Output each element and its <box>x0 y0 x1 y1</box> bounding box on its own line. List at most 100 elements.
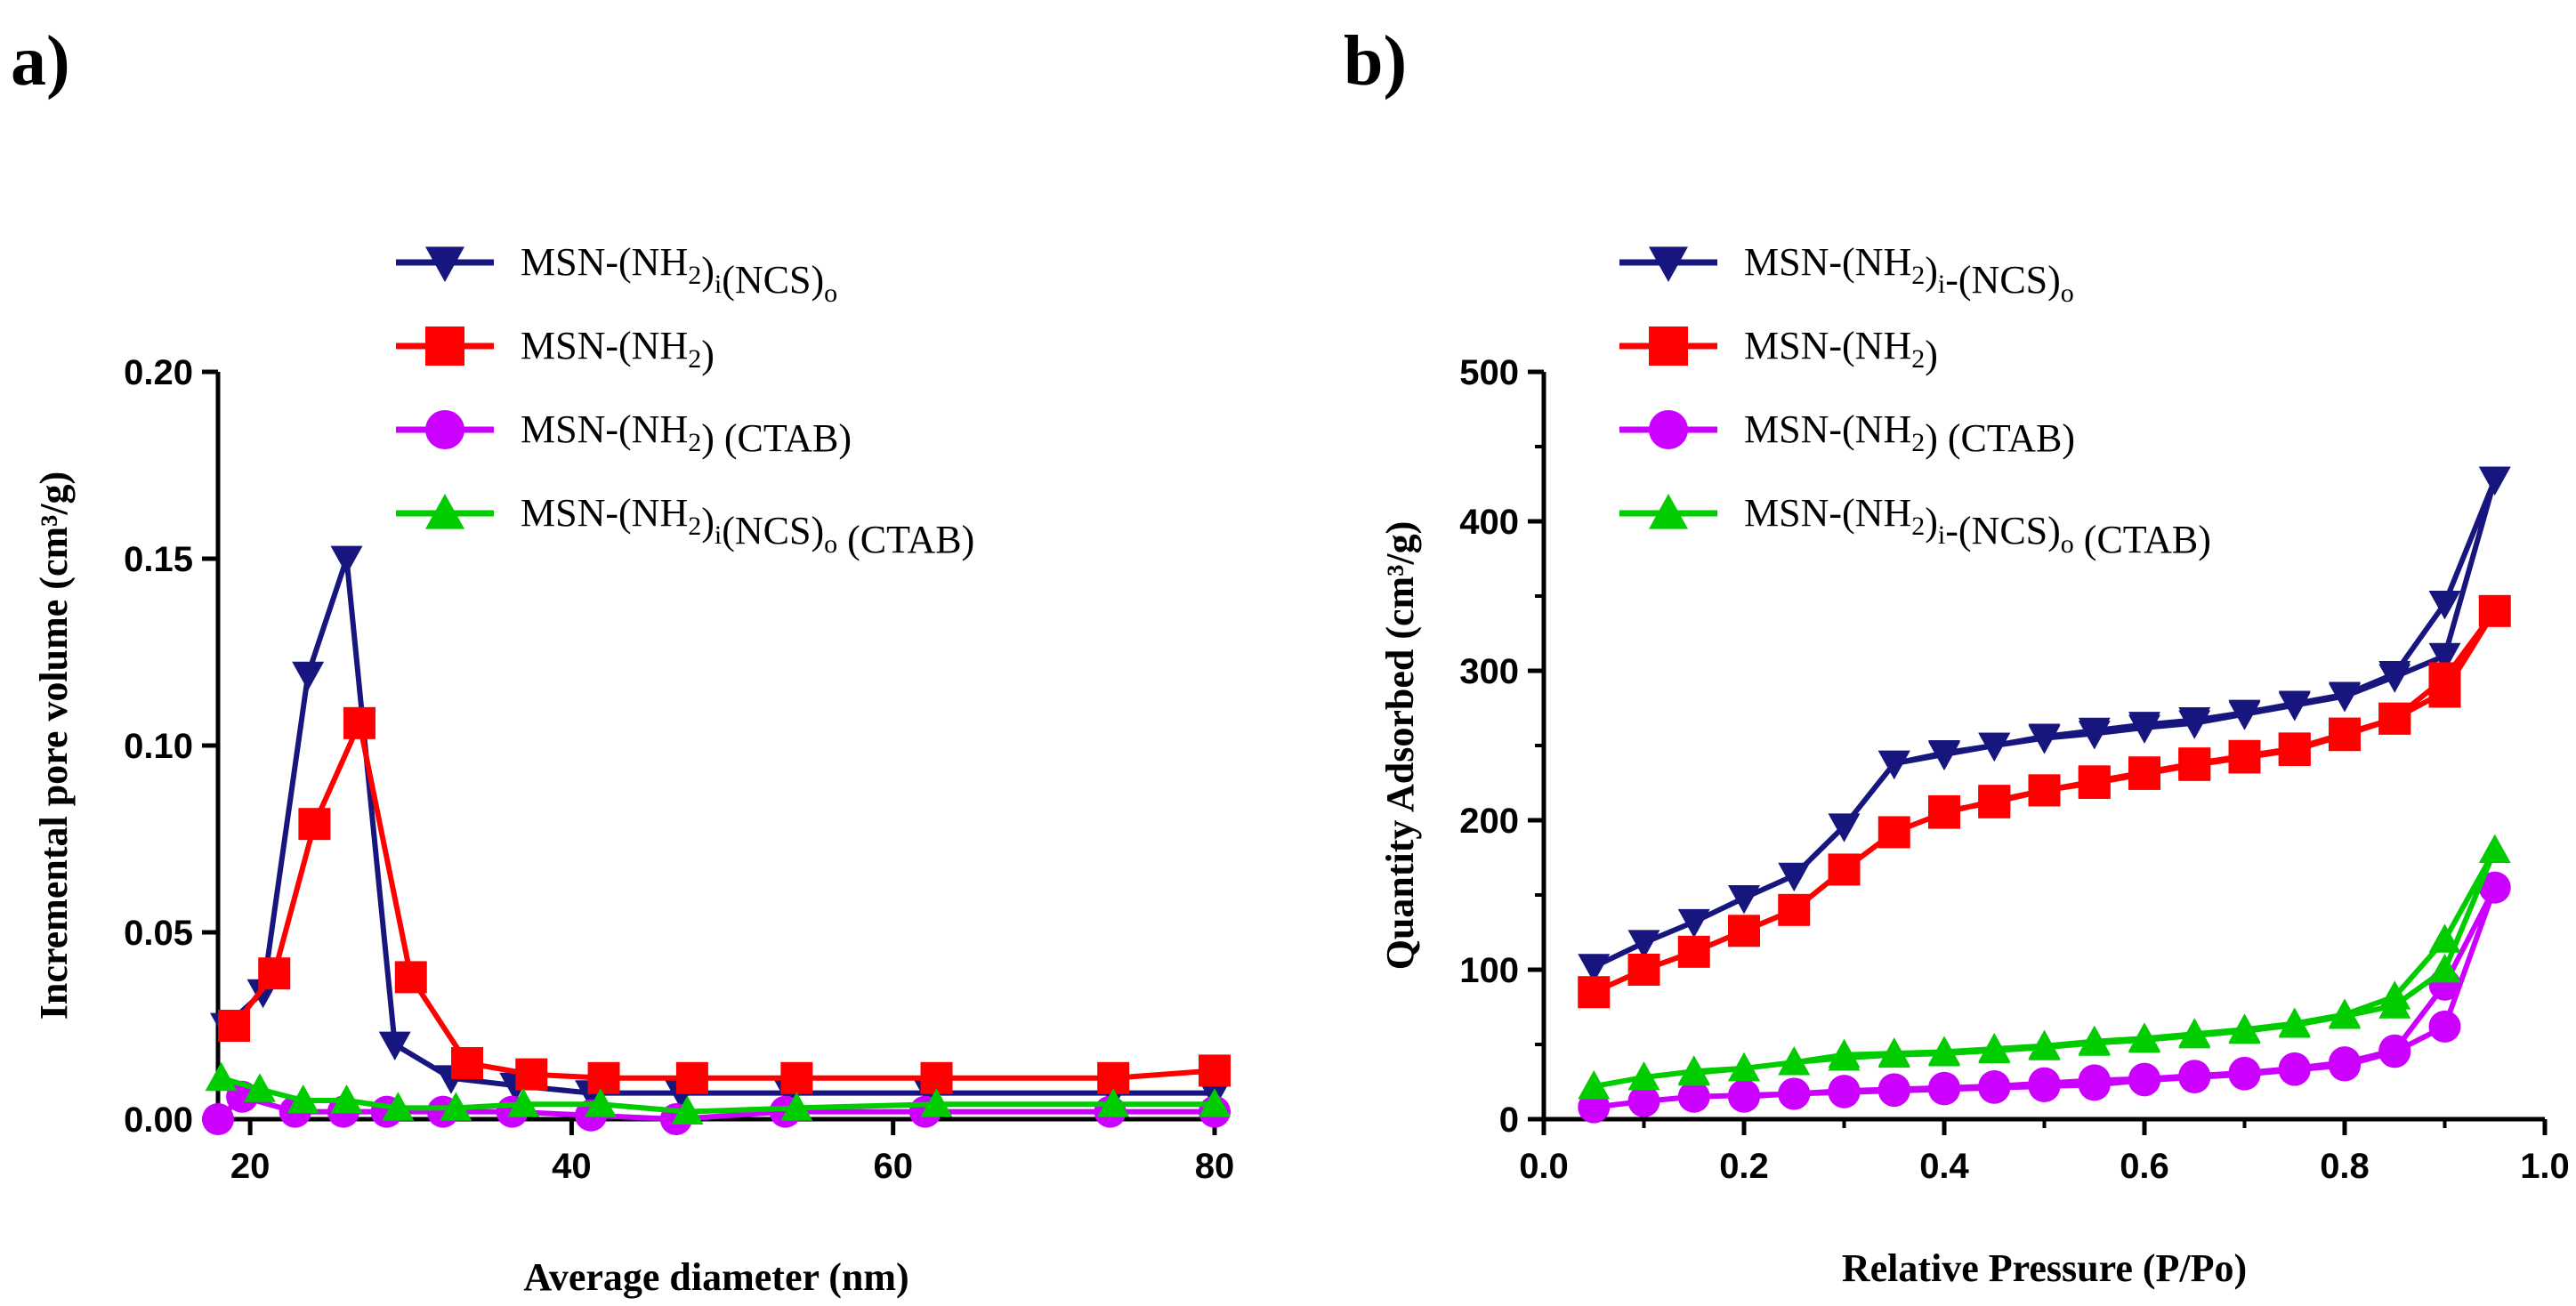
y-axis-title: Quantity Adsorbed (cm³/g) <box>1378 521 1422 971</box>
data-point <box>1778 1077 1811 1110</box>
y-tick-label: 0.20 <box>124 353 193 392</box>
series-0 <box>210 545 1231 1109</box>
x-tick-label: 0.0 <box>1519 1147 1569 1186</box>
data-point <box>1097 1088 1130 1117</box>
data-point <box>1728 915 1760 947</box>
data-point <box>1199 1088 1231 1117</box>
data-point <box>1627 1060 1660 1091</box>
panel-a-axes: 20 40 60 80 0.00 0.05 0.10 0.15 0.20 Average diam… <box>32 353 1234 1299</box>
data-point <box>382 1092 415 1121</box>
data-point <box>2028 1031 2061 1060</box>
data-point <box>1627 954 1660 986</box>
data-point <box>2178 1019 2211 1049</box>
data-point <box>298 808 331 841</box>
data-point <box>330 1084 363 1114</box>
legend-entry: MSN-(NH2)i-(NCS)o <box>1619 240 2074 308</box>
data-point <box>287 1084 319 1114</box>
legend-marker <box>425 326 464 366</box>
panel-b-label: b) <box>1344 22 1407 101</box>
data-point <box>292 661 325 691</box>
legend-entry: MSN-(NH2)i(NCS)o (CTAB) <box>396 491 974 561</box>
data-point <box>515 1058 548 1091</box>
data-point <box>1728 1080 1760 1113</box>
x-tick-label: 80 <box>1195 1147 1235 1186</box>
data-point <box>2278 1053 2311 1086</box>
data-point <box>1928 741 1960 771</box>
data-point <box>1578 954 1611 983</box>
data-point <box>2428 954 2461 983</box>
data-point <box>1877 816 1910 849</box>
data-point <box>1928 1037 1960 1067</box>
series-1 <box>218 706 1231 1094</box>
x-tick-label: 0.6 <box>2120 1147 2169 1186</box>
data-point <box>2228 1058 2261 1091</box>
data-point <box>1578 1091 1611 1124</box>
data-point <box>671 1095 704 1125</box>
data-point <box>343 706 375 739</box>
legend-label: MSN-(NH2)i-(NCS)o <box>1744 240 2074 308</box>
data-point <box>2178 1060 2211 1093</box>
data-point <box>1828 853 1861 886</box>
data-point <box>1778 893 1811 926</box>
y-tick-label: 0.10 <box>124 727 193 766</box>
data-point <box>2028 1070 2061 1103</box>
data-point <box>2478 466 2511 496</box>
panel-b-chart: b) MSN-(NH2)i-(NCS)o MSN-(NH2) MSN-(NH2) (… <box>1344 22 2570 1290</box>
series-2 <box>1578 871 2511 1124</box>
y-tick-label: 100 <box>1459 951 1519 990</box>
panel-b-axes: 0.0 0.2 0.4 0.6 0.8 1.0 0 100 200 300 400 500 Relati… <box>1378 353 2570 1290</box>
legend-label: MSN-(NH2)i(NCS)o <box>521 240 837 308</box>
data-point <box>2428 1010 2461 1043</box>
data-point <box>2228 741 2261 774</box>
legend-label: MSN-(NH2) (CTAB) <box>521 407 852 460</box>
data-point <box>1978 732 2011 762</box>
series-0 <box>1578 466 2511 983</box>
data-point <box>243 1073 276 1102</box>
data-point <box>2378 1036 2411 1068</box>
data-point <box>1978 786 2011 818</box>
series-3 <box>205 1061 1231 1125</box>
x-tick-label: 1.0 <box>2520 1147 2570 1186</box>
data-point <box>2329 719 2361 752</box>
legend-marker <box>425 410 464 449</box>
panel-a-series <box>202 545 1231 1135</box>
y-tick-label: 300 <box>1459 652 1519 691</box>
data-point <box>1928 1073 1960 1106</box>
data-point <box>507 1088 540 1117</box>
x-tick-label: 0.4 <box>1919 1147 1969 1186</box>
x-tick-label: 0.2 <box>1719 1147 1769 1186</box>
data-point <box>1828 813 1861 842</box>
data-point <box>1877 750 1910 780</box>
data-point <box>2278 734 2311 767</box>
data-point <box>2128 757 2160 790</box>
legend-entry: MSN-(NH2) <box>1619 324 1938 376</box>
data-point <box>920 1088 953 1117</box>
data-point <box>1677 935 1710 968</box>
legend-marker <box>1649 410 1688 449</box>
data-point <box>2028 774 2061 807</box>
y-tick-label: 200 <box>1459 802 1519 841</box>
data-point <box>675 1061 708 1094</box>
data-point <box>1877 1075 1910 1108</box>
data-point <box>2478 834 2511 863</box>
data-point <box>1677 1080 1710 1113</box>
data-point <box>394 961 427 994</box>
data-point <box>2329 1049 2361 1082</box>
data-point <box>2278 1009 2311 1038</box>
panel-a-legend: MSN-(NH2)i(NCS)o MSN-(NH2) MSN-(NH2) (CTAB… <box>396 240 974 561</box>
series-3 <box>1578 834 2511 1100</box>
data-point <box>2278 692 2311 722</box>
data-point <box>2078 767 2111 799</box>
data-point <box>440 1092 472 1121</box>
data-point <box>2228 701 2261 730</box>
panel-b-series <box>1578 466 2511 1124</box>
legend-entry: MSN-(NH2)i-(NCS)o (CTAB) <box>1619 491 2211 561</box>
legend-marker <box>425 246 464 282</box>
data-point <box>780 1061 813 1094</box>
data-point <box>205 1061 238 1092</box>
data-point <box>1778 862 1811 892</box>
x-tick-label: 0.8 <box>2320 1147 2370 1186</box>
legend-entry: MSN-(NH2) <box>396 324 715 376</box>
y-tick-label: 0.05 <box>124 914 193 953</box>
